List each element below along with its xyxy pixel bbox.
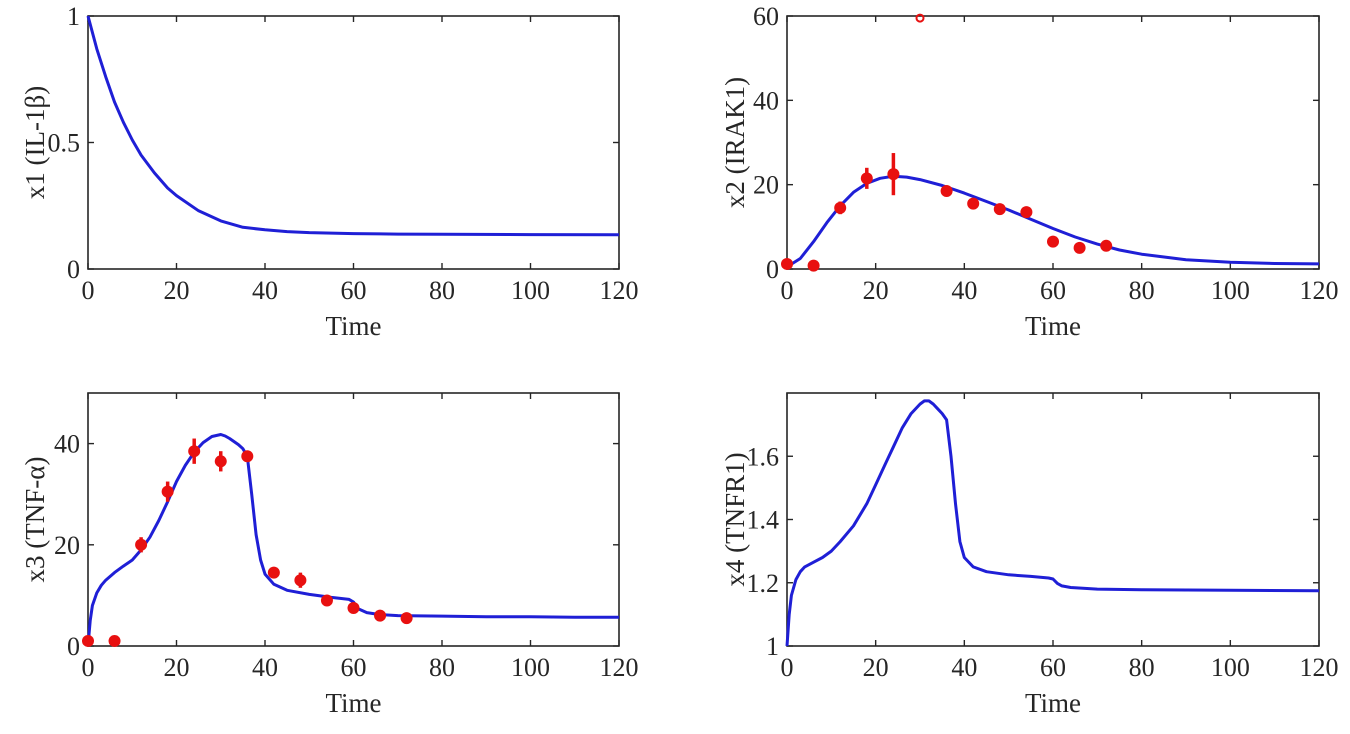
x-axis-label: Time [325,688,381,718]
data-point [267,566,280,579]
plot-frame [87,15,620,270]
x-tick-label: 80 [429,276,455,305]
x-tick-label: 40 [951,276,977,305]
x-tick-label: 120 [1300,276,1339,305]
x-tick-label: 100 [511,653,550,682]
data-point [374,609,387,622]
y-tick-label: 1.4 [747,506,780,535]
y-tick-label: 40 [753,86,779,115]
y-axis-label: x1 (IL-1β) [20,86,50,199]
y-tick-label: 0.5 [48,129,81,158]
x-tick-label: 60 [341,276,367,305]
data-point [940,184,953,197]
x-axis-label: Time [1025,311,1081,341]
x-tick-label: 100 [1211,653,1250,682]
x-tick-label: 80 [429,653,455,682]
data-point [860,172,873,185]
x-tick-label: 120 [600,276,639,305]
model-curve [86,15,620,237]
data-point [1073,241,1086,254]
data-point [967,197,980,210]
data-point [108,634,121,647]
model-curve [786,174,1320,269]
x-tick-label: 20 [863,653,889,682]
y-tick-label: 1 [766,632,779,661]
data-point [1100,239,1113,252]
model-curve [86,433,619,647]
data-point [188,445,201,458]
data-point [781,257,793,270]
x-tick-label: 120 [600,653,639,682]
y-tick-label: 0 [766,255,779,284]
x-axis-label: Time [325,311,381,341]
x-tick-label: 60 [1040,276,1066,305]
plot-frame [786,392,1320,647]
x-tick-label: 40 [252,653,278,682]
data-point [214,455,227,468]
x-tick-label: 0 [82,653,95,682]
y-tick-label: 60 [753,2,779,31]
data-point [1047,235,1059,248]
x-tick-label: 40 [951,653,977,682]
x-tick-label: 100 [1211,276,1250,305]
y-tick-label: 1 [67,2,80,31]
y-tick-label: 0 [67,255,80,284]
x-tick-label: 40 [252,276,278,305]
panel-x1: 0 20 40 60 80 100 120 0 0.5 1 Time x1 (IL-1β) [20,2,639,341]
x-tick-label: 120 [1300,653,1339,682]
data-point [82,634,94,647]
y-tick-label: 1.2 [747,569,780,598]
x-tick-label: 0 [781,653,794,682]
panel-x2: 0 20 40 60 80 100 120 0 20 40 60 Time x2 (IRAK1) [720,2,1339,341]
data-point [347,602,360,615]
data-point [241,450,254,463]
data-point [887,168,900,181]
y-axis-label: x3 (TNF-α) [20,457,50,583]
x-axis-label: Time [1025,688,1081,718]
y-axis-label: x4 (TNFR1) [720,452,750,586]
data-point [834,201,847,214]
panel-x3: 0 20 40 60 80 100 120 0 20 40 Time x3 (TNF-α) [20,392,639,718]
x-tick-label: 80 [1129,276,1155,305]
x-tick-label: 100 [511,276,550,305]
x-tick-label: 0 [82,276,95,305]
data-point [993,203,1006,216]
x-tick-label: 20 [164,653,190,682]
model-curve [785,399,1320,647]
x-tick-label: 20 [164,276,190,305]
x-tick-label: 80 [1129,653,1155,682]
panel-x4: 0 20 40 60 80 100 120 1 1.2 1.4 1.6 Time x4 (TNFR1) [720,392,1339,718]
data-point [161,485,174,498]
data-point [807,259,820,272]
x-tick-label: 20 [863,276,889,305]
data-point [320,594,333,607]
y-axis-label: x2 (IRAK1) [720,77,750,208]
data-point [294,574,307,587]
y-tick-label: 20 [54,531,80,560]
data-point [400,612,413,625]
data-point-outlier [915,13,925,23]
x-tick-label: 0 [781,276,794,305]
x-tick-label: 60 [341,653,367,682]
y-tick-label: 0 [67,632,80,661]
data-point [135,538,148,551]
y-tick-label: 1.6 [747,442,780,471]
y-tick-label: 20 [753,171,779,200]
plot-frame [786,15,1320,270]
x-tick-label: 60 [1040,653,1066,682]
data-point [1020,206,1033,219]
y-tick-label: 40 [54,430,80,459]
